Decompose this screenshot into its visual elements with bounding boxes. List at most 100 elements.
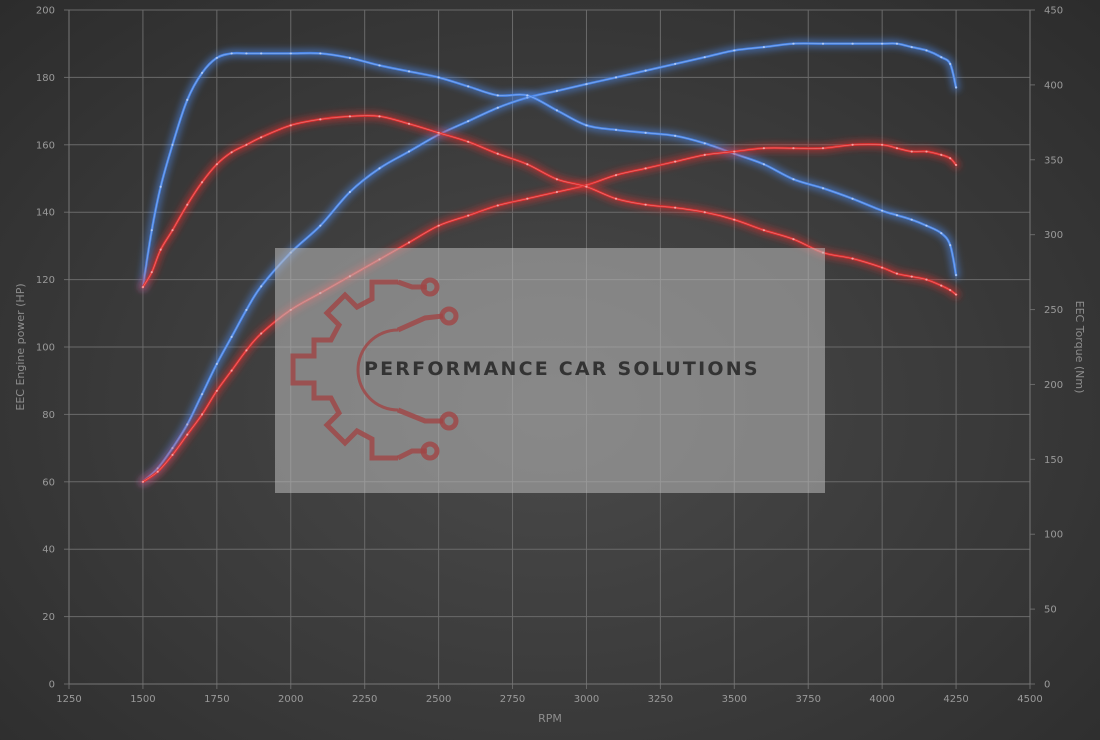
series-point	[703, 56, 706, 59]
x-tick-label: 1500	[130, 694, 155, 705]
series-point	[644, 167, 647, 170]
series-point	[186, 423, 189, 426]
series-point	[674, 206, 677, 209]
series-0-power-curve	[138, 39, 961, 486]
series-point	[319, 118, 322, 121]
x-tick-label: 1250	[56, 694, 81, 705]
watermark: PERFORMANCE CAR SOLUTIONS	[275, 248, 825, 493]
y-tick-label: 180	[36, 73, 55, 84]
series-point	[851, 257, 854, 260]
y-tick-label: 160	[36, 140, 55, 151]
x-tick-label: 3000	[574, 694, 599, 705]
series-point	[703, 211, 706, 214]
series-point	[703, 153, 706, 157]
series-point	[792, 147, 795, 150]
series-point	[407, 241, 411, 244]
series-point	[159, 248, 162, 251]
x-tick-label: 4250	[943, 694, 968, 705]
series-point	[881, 209, 884, 212]
series-point	[644, 69, 647, 72]
y-axis-title: EEC Engine power (HP)	[14, 283, 27, 410]
series-point	[881, 266, 884, 269]
x-tick-label: 3250	[648, 694, 673, 705]
series-point	[762, 147, 765, 150]
y2-tick-label: 300	[1044, 230, 1063, 241]
series-point	[245, 143, 248, 146]
series-point	[378, 115, 381, 118]
series-point	[585, 185, 588, 188]
series-point	[733, 218, 736, 221]
series-point	[940, 232, 943, 235]
series-point	[940, 153, 943, 157]
series-point	[821, 42, 825, 45]
series-point	[378, 64, 381, 67]
y-tick-label: 120	[36, 275, 55, 286]
series-point	[200, 181, 204, 184]
series-point	[762, 229, 765, 232]
series-highlight	[142, 52, 957, 288]
series-point	[925, 278, 928, 281]
series-point	[792, 42, 795, 45]
series-3-torque-curve	[138, 111, 961, 299]
axis-ticks: 1250 1500 1750 2000 2250 2500 2750 3000 3250 3500…	[36, 6, 1063, 706]
series-point	[150, 229, 153, 232]
series-point	[925, 150, 928, 153]
series-point	[851, 197, 854, 200]
series-point	[200, 71, 204, 75]
y2-tick-label: 400	[1044, 80, 1063, 91]
gear-circuit-logo-icon	[290, 277, 459, 461]
series-point	[954, 293, 958, 296]
series-point	[526, 163, 529, 166]
series-line	[141, 42, 958, 483]
series-point	[851, 42, 854, 45]
x-tick-label: 2250	[352, 694, 377, 705]
series-point	[881, 42, 884, 45]
series-point	[940, 56, 943, 59]
series-point	[186, 203, 189, 206]
y-tick-label: 40	[42, 545, 55, 556]
series-highlight	[142, 43, 957, 483]
series-point	[851, 143, 854, 146]
x-tick-label: 2750	[500, 694, 525, 705]
series-point	[230, 151, 233, 154]
watermark-text: PERFORMANCE CAR SOLUTIONS	[364, 358, 760, 380]
y-tick-label: 100	[36, 343, 55, 354]
series-point	[245, 349, 248, 352]
series-point	[940, 284, 943, 287]
series-point	[614, 128, 618, 131]
y-tick-label: 20	[42, 612, 55, 623]
series-point	[260, 285, 263, 288]
series-highlight	[142, 144, 957, 483]
series-point	[319, 224, 322, 227]
y2-tick-label: 50	[1044, 605, 1057, 616]
y2-tick-label: 350	[1044, 155, 1063, 166]
series-point	[644, 203, 647, 206]
series-point	[949, 157, 952, 160]
series-2-power-curve	[138, 140, 961, 486]
series-point	[171, 453, 174, 456]
x-tick-label: 2500	[426, 694, 451, 705]
series-point	[437, 76, 440, 79]
series-point	[348, 115, 352, 118]
series-point	[954, 274, 958, 277]
series-point	[378, 167, 381, 170]
y2-tick-label: 0	[1044, 680, 1050, 691]
series-point	[260, 52, 263, 55]
series-point	[215, 362, 218, 365]
series-point	[733, 49, 736, 52]
series-point	[496, 94, 499, 97]
series-point	[200, 413, 204, 416]
series-line	[141, 51, 958, 289]
y-tick-label: 80	[42, 410, 55, 421]
series-point	[407, 122, 411, 125]
series-point	[910, 218, 913, 221]
y2-tick-label: 450	[1044, 6, 1063, 17]
series-point	[200, 393, 204, 396]
series-point	[348, 190, 352, 194]
series-point	[171, 143, 174, 146]
series-point	[245, 308, 248, 312]
series-point	[159, 185, 162, 188]
series-point	[230, 369, 233, 372]
series-point	[925, 49, 928, 52]
